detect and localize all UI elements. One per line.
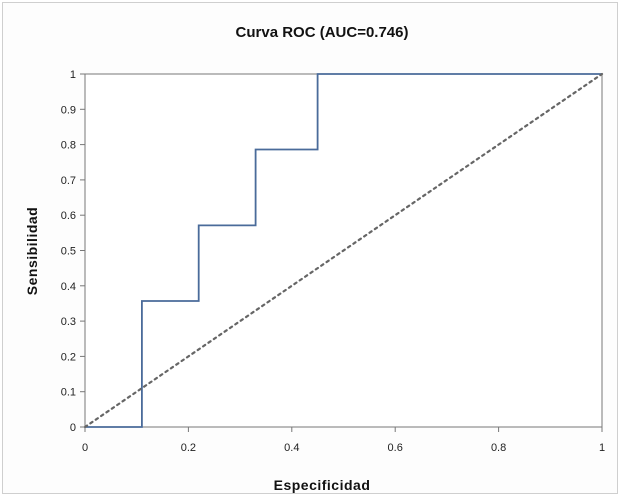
- series-layer: [83, 72, 604, 429]
- y-tick-label: 0.8: [61, 140, 76, 152]
- x-tick-label: 0: [82, 442, 88, 454]
- y-tick-label: 0.7: [61, 175, 76, 187]
- diagonal-reference-line: [83, 72, 604, 429]
- y-tick-label: 0.3: [61, 316, 76, 328]
- x-tick-label: 0.4: [284, 442, 299, 454]
- y-tick-label: 0.6: [61, 210, 76, 222]
- x-tick-label: 0.8: [491, 442, 506, 454]
- y-tick-label: 0.1: [61, 387, 76, 399]
- x-tick-label: 1: [599, 442, 605, 454]
- x-axis-ticks: 0 0.2 0.4 0.6 0.8 1: [82, 427, 605, 454]
- x-axis-label: Especificidad: [274, 477, 371, 493]
- y-tick-label: 0.9: [61, 104, 76, 116]
- y-axis-ticks: 0 0.1 0.2 0.3 0.4 0.5 0.6 0.7 0.8 0.9 1: [61, 69, 85, 434]
- x-tick-label: 0.2: [181, 442, 196, 454]
- roc-curve-line: [85, 73, 602, 428]
- x-tick-label: 0.6: [388, 442, 403, 454]
- chart-title: Curva ROC (AUC=0.746): [236, 24, 409, 41]
- y-axis-label: Sensibilidad: [24, 207, 40, 295]
- y-tick-label: 0: [70, 422, 76, 434]
- y-tick-label: 0.2: [61, 351, 76, 363]
- y-tick-label: 1: [70, 69, 76, 81]
- y-tick-label: 0.4: [61, 281, 76, 293]
- y-tick-label: 0.5: [61, 246, 76, 258]
